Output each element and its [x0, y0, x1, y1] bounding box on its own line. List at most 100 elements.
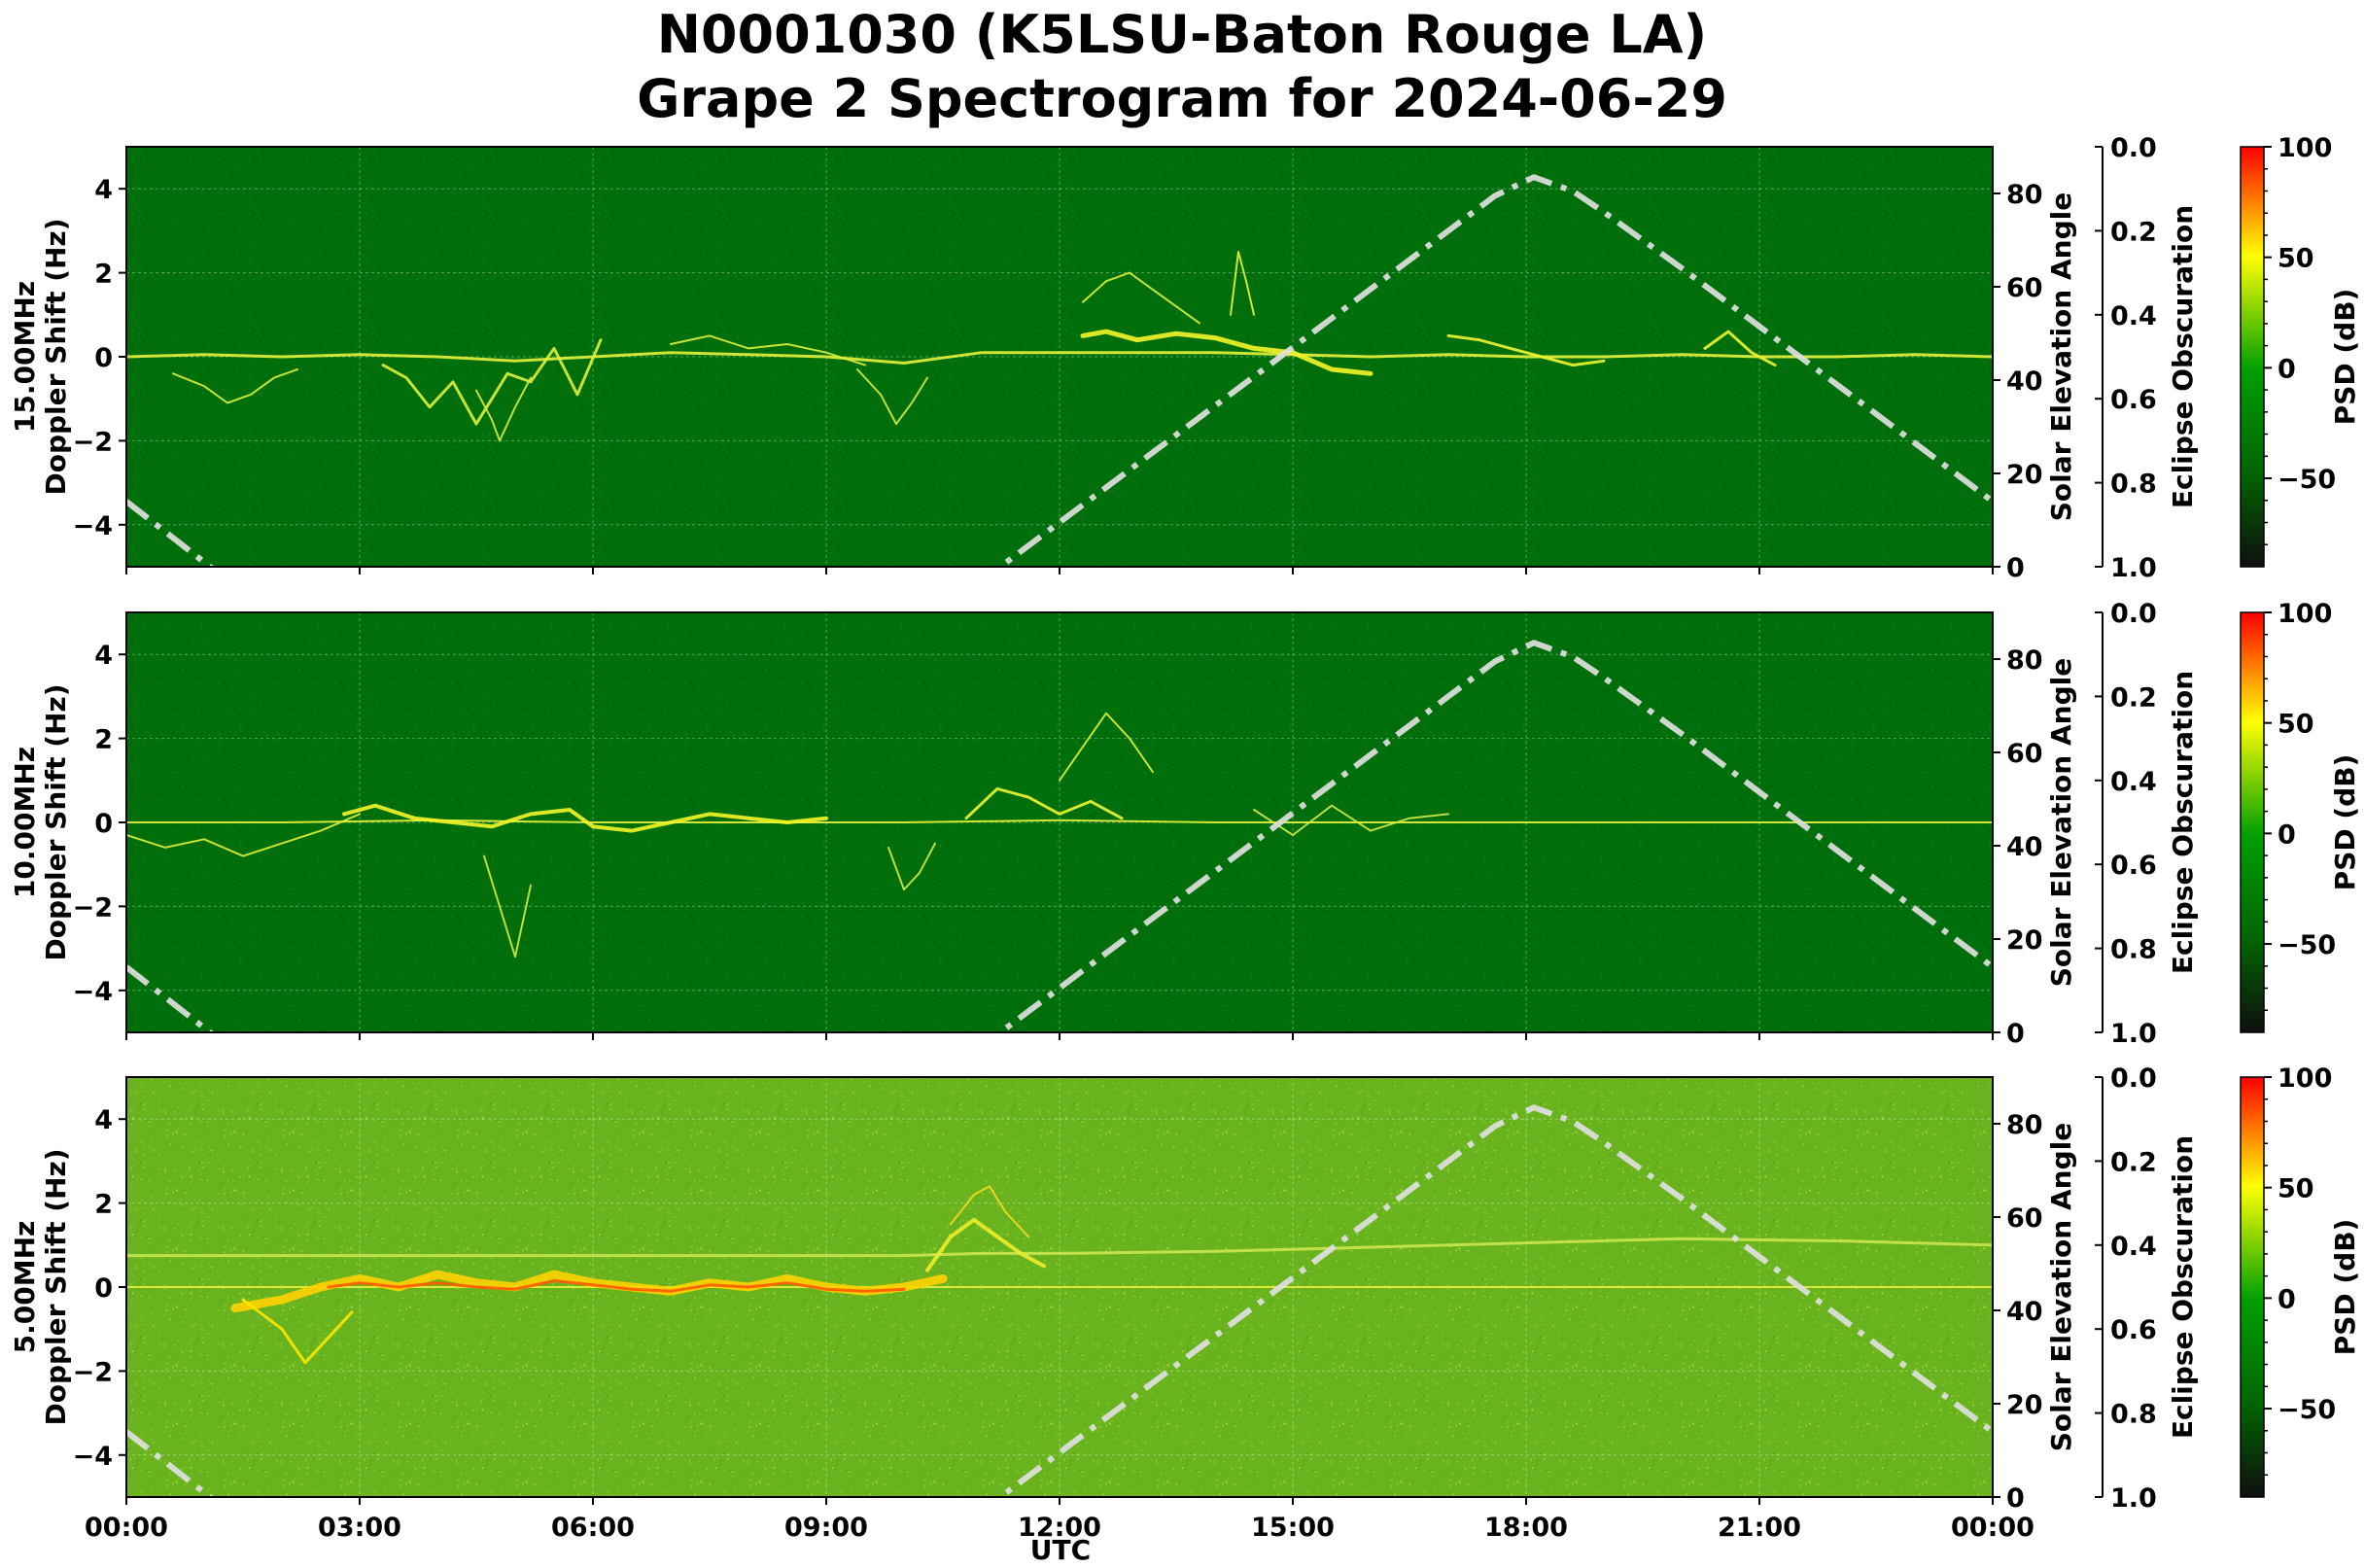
right-tick-label: 40 [2006, 832, 2043, 862]
colorbar-label: PSD (dB) [2329, 289, 2361, 426]
x-tick-label: 09:00 [784, 1513, 868, 1543]
x-tick-label: 18:00 [1484, 1513, 1568, 1543]
y-tick-label: −4 [73, 1442, 113, 1472]
colorbar-tick-label: 50 [2278, 244, 2314, 274]
doppler-trace [475, 376, 532, 442]
right-tick-label: 0 [2006, 1019, 2025, 1049]
doppler-trace [1446, 333, 1606, 367]
eclipse-tick-label: 0.8 [2110, 935, 2157, 965]
doppler-trace [1253, 804, 1449, 836]
solar-elevation-curve [126, 640, 1993, 1032]
doppler-traces [126, 251, 1993, 442]
doppler-trace [381, 338, 603, 426]
y-tick-label: −2 [73, 1357, 113, 1387]
y-axis-label: Doppler Shift (Hz) [40, 218, 72, 495]
doppler-trace [1230, 251, 1255, 316]
right-tick-label: 80 [2006, 180, 2043, 210]
y-tick-label: 2 [94, 1190, 113, 1220]
eclipse-tick-label: 1.0 [2110, 553, 2157, 583]
eclipse-tick-label: 0.2 [2110, 217, 2157, 247]
doppler-trace [670, 334, 866, 366]
eclipse-tick-label: 0.4 [2110, 301, 2157, 331]
y-tick-label: 0 [94, 809, 113, 839]
colorbar-tick-label: 100 [2278, 133, 2332, 163]
doppler-trace [950, 1185, 1029, 1238]
doppler-traces [126, 712, 1993, 958]
doppler-trace [1703, 330, 1777, 367]
right-tick-label: 60 [2006, 273, 2043, 303]
x-tick-label: 00:00 [1951, 1513, 2035, 1543]
doppler-trace [887, 842, 936, 891]
y-tick-label: −2 [73, 427, 113, 457]
solar-elevation-label: Solar Elevation Angle [2045, 658, 2077, 987]
eclipse-obscuration-label: Eclipse Obscuration [2167, 1135, 2199, 1439]
colorbar-tick-label: 50 [2278, 1174, 2314, 1204]
right-tick-label: 40 [2006, 366, 2043, 397]
colorbar-tick-label: 0 [2278, 354, 2296, 384]
y-tick-label: 0 [94, 343, 113, 373]
eclipse-tick-label: 0.0 [2110, 1063, 2157, 1094]
colorbar-label: PSD (dB) [2329, 1219, 2361, 1356]
right-tick-label: 80 [2006, 645, 2043, 676]
panel-1500mhz: 420−2−415.00MHz Doppler Shift (Hz)8060402… [9, 133, 2361, 583]
panel-frequency-label: 10.00MHz [9, 747, 41, 898]
y-tick-label: 4 [94, 1105, 113, 1135]
doppler-traces [126, 1185, 1993, 1365]
panel-frequency-label: 15.00MHz [9, 281, 41, 433]
solar-elevation-label: Solar Elevation Angle [2045, 1123, 2077, 1451]
y-tick-label: −2 [73, 892, 113, 923]
eclipse-tick-label: 0.6 [2110, 1315, 2157, 1345]
figure-title-line1: N0001030 (K5LSU-Baton Rouge LA) [657, 4, 1708, 65]
colorbar-tick-label: −50 [2278, 1395, 2336, 1425]
colorbar [2240, 146, 2265, 568]
doppler-trace [172, 368, 298, 404]
colorbar-tick-label: 100 [2278, 1063, 2332, 1094]
eclipse-tick-label: 0.8 [2110, 470, 2157, 500]
x-tick-label: 06:00 [551, 1513, 635, 1543]
doppler-trace [964, 786, 1124, 820]
y-tick-label: −4 [73, 511, 113, 541]
doppler-trace [126, 351, 1993, 365]
doppler-trace [230, 1270, 948, 1313]
y-tick-label: 4 [94, 175, 113, 205]
right-tick-label: 20 [2006, 1390, 2043, 1420]
eclipse-tick-label: 0.2 [2110, 682, 2157, 713]
y-tick-label: 2 [94, 725, 113, 755]
eclipse-tick-label: 0.6 [2110, 851, 2157, 881]
colorbar-tick-label: −50 [2278, 465, 2336, 495]
right-tick-label: 20 [2006, 460, 2043, 490]
colorbar-label: PSD (dB) [2329, 754, 2361, 891]
eclipse-tick-label: 0.4 [2110, 767, 2157, 797]
solar-elevation-label: Solar Elevation Angle [2045, 192, 2077, 521]
colorbar-tick-label: 0 [2278, 1284, 2296, 1314]
doppler-trace [1080, 329, 1374, 376]
right-tick-label: 40 [2006, 1297, 2043, 1327]
doppler-trace [327, 1279, 906, 1293]
panel-500mhz: 420−2−45.00MHz Doppler Shift (Hz)00:00 03:… [9, 1063, 2361, 1543]
x-tick-label: 03:00 [318, 1513, 401, 1543]
y-tick-label: 4 [94, 641, 113, 671]
colorbar [2240, 611, 2265, 1033]
x-tick-label: 21:00 [1718, 1513, 1801, 1543]
solar-elevation-curve [126, 174, 1993, 567]
right-tick-label: 60 [2006, 1203, 2043, 1234]
y-axis-label: Doppler Shift (Hz) [40, 1148, 72, 1425]
panel-1000mhz: 420−2−410.00MHz Doppler Shift (Hz)8060402… [9, 599, 2361, 1049]
y-tick-label: 2 [94, 260, 113, 290]
eclipse-tick-label: 1.0 [2110, 1019, 2157, 1049]
eclipse-tick-label: 0.4 [2110, 1232, 2157, 1262]
doppler-trace [241, 1298, 354, 1365]
figure-title-line2: Grape 2 Spectrogram for 2024-06-29 [637, 68, 1727, 129]
x-tick-label: 12:00 [1018, 1513, 1101, 1543]
right-tick-label: 20 [2006, 925, 2043, 956]
doppler-trace [126, 813, 361, 857]
doppler-trace [925, 1217, 1046, 1272]
colorbar [2240, 1076, 2265, 1498]
colorbar-tick-label: −50 [2278, 930, 2336, 960]
y-tick-label: 0 [94, 1273, 113, 1304]
doppler-trace [1059, 712, 1154, 782]
right-tick-label: 60 [2006, 739, 2043, 769]
eclipse-obscuration-label: Eclipse Obscuration [2167, 205, 2199, 508]
y-axis-label: Doppler Shift (Hz) [40, 683, 72, 960]
